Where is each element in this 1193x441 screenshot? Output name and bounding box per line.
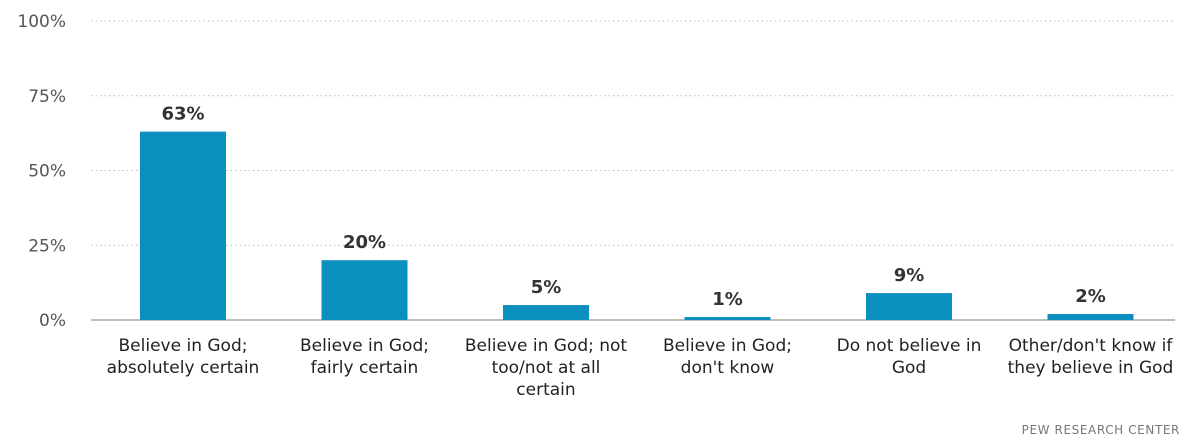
category-label: Believe in God; fairly certain <box>300 336 429 378</box>
value-label: 9% <box>894 265 925 286</box>
y-tick-label: 75% <box>28 87 66 107</box>
value-label: 63% <box>161 104 204 125</box>
y-tick-label: 50% <box>28 162 66 182</box>
bar <box>503 305 589 320</box>
value-label: 5% <box>531 277 562 298</box>
bar <box>140 131 226 320</box>
bar <box>321 260 408 320</box>
category-label: Other/don't know if they believe in God <box>1008 336 1174 378</box>
value-label: 1% <box>712 289 743 310</box>
source-label: PEW RESEARCH CENTER <box>1021 423 1180 437</box>
category-label: Believe in God; absolutely certain <box>107 336 260 378</box>
bar <box>866 293 952 320</box>
category-label: Do not believe in God <box>837 336 982 378</box>
y-tick-label: 100% <box>17 12 66 32</box>
y-tick-label: 25% <box>28 236 66 256</box>
value-label: 20% <box>343 232 386 253</box>
category-label: Believe in God; not too/not at all certain <box>465 336 628 400</box>
y-tick-label: 0% <box>39 311 66 331</box>
bar <box>1047 314 1134 320</box>
value-label: 2% <box>1075 286 1106 307</box>
category-label: Believe in God; don't know <box>663 336 792 378</box>
bar <box>684 317 771 320</box>
